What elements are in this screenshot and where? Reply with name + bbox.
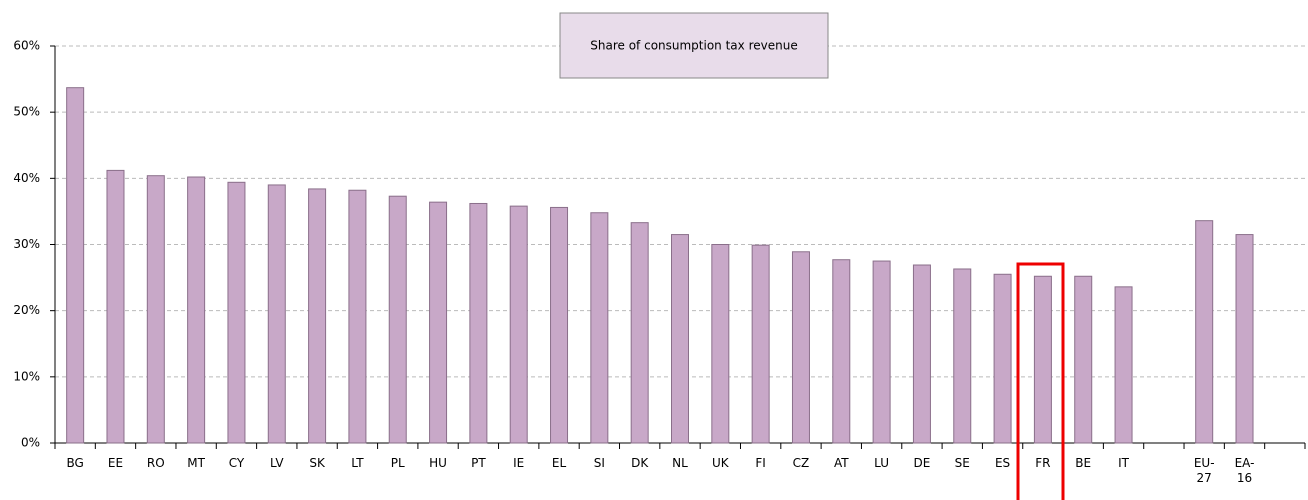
- x-tick-label: DE: [913, 456, 931, 470]
- bar: [308, 188, 327, 444]
- bar: [751, 244, 770, 444]
- bar: [66, 87, 85, 444]
- bar: [630, 222, 649, 444]
- x-tick-label: PL: [390, 456, 405, 470]
- y-tick-label: 10%: [13, 369, 40, 383]
- legend-box: [559, 12, 829, 79]
- x-tick-label: BE: [1075, 456, 1092, 470]
- x-tick-label: SK: [309, 456, 325, 470]
- bar: [993, 273, 1012, 444]
- x-tick-label: AT: [833, 456, 849, 470]
- x-tick-label: IE: [513, 456, 525, 470]
- x-tick-label: FR: [1035, 456, 1051, 470]
- bar: [388, 195, 407, 444]
- bar: [1114, 286, 1133, 444]
- x-tick-label: HU: [429, 456, 447, 470]
- bar: [509, 205, 528, 444]
- bar: [469, 202, 488, 444]
- x-tick-label: EE: [107, 456, 124, 470]
- x-tick-label: UK: [711, 456, 729, 470]
- bar: [1074, 275, 1093, 444]
- y-tick-label: 0%: [21, 436, 40, 450]
- bar: [953, 268, 972, 444]
- x-tick-label: CZ: [792, 456, 810, 470]
- bar: [1033, 275, 1052, 444]
- bar: [227, 181, 246, 444]
- bar: [146, 175, 165, 444]
- x-tick-label: MT: [187, 456, 205, 470]
- bar: [872, 260, 891, 444]
- y-tick-label: 20%: [13, 303, 40, 317]
- bar: [106, 169, 125, 444]
- y-tick-label: 40%: [13, 171, 40, 185]
- y-tick-label: 30%: [13, 237, 40, 251]
- x-tick-label: CY: [228, 456, 245, 470]
- x-tick-label: EL: [551, 456, 567, 470]
- legend-label: Share of consumption tax revenue: [590, 39, 797, 53]
- x-tick-label: PT: [471, 456, 486, 470]
- x-tick-label: EA-16: [1234, 456, 1255, 485]
- x-tick-label: DK: [631, 456, 649, 470]
- x-tick-label: IT: [1118, 456, 1129, 470]
- x-tick-label: SE: [954, 456, 970, 470]
- y-tick-label: 60%: [13, 39, 40, 53]
- bar: [429, 201, 448, 444]
- x-tick-label: RO: [146, 456, 165, 470]
- x-tick-label: ES: [994, 456, 1011, 470]
- bar: [711, 244, 730, 444]
- y-tick-label: 50%: [13, 105, 40, 119]
- x-tick-label: LT: [351, 456, 364, 470]
- x-tick-label: FI: [755, 456, 766, 470]
- x-tick-label: LV: [269, 456, 284, 470]
- bar: [187, 176, 206, 444]
- x-tick-label: SI: [593, 456, 605, 470]
- bar: [267, 184, 286, 444]
- bar: [348, 189, 367, 444]
- bar: [550, 206, 569, 444]
- bar: [832, 259, 851, 444]
- bar: [590, 212, 609, 444]
- highlight-frame: [1016, 262, 1065, 500]
- bar: [671, 234, 689, 444]
- x-tick-label: EU-27: [1193, 456, 1215, 485]
- bar: [912, 264, 931, 444]
- bar: [1235, 234, 1254, 444]
- bar: [791, 251, 810, 444]
- x-tick-label: LU: [874, 456, 890, 470]
- bar: [1195, 220, 1214, 444]
- x-tick-label: NL: [672, 456, 688, 470]
- x-tick-label: BG: [66, 456, 84, 470]
